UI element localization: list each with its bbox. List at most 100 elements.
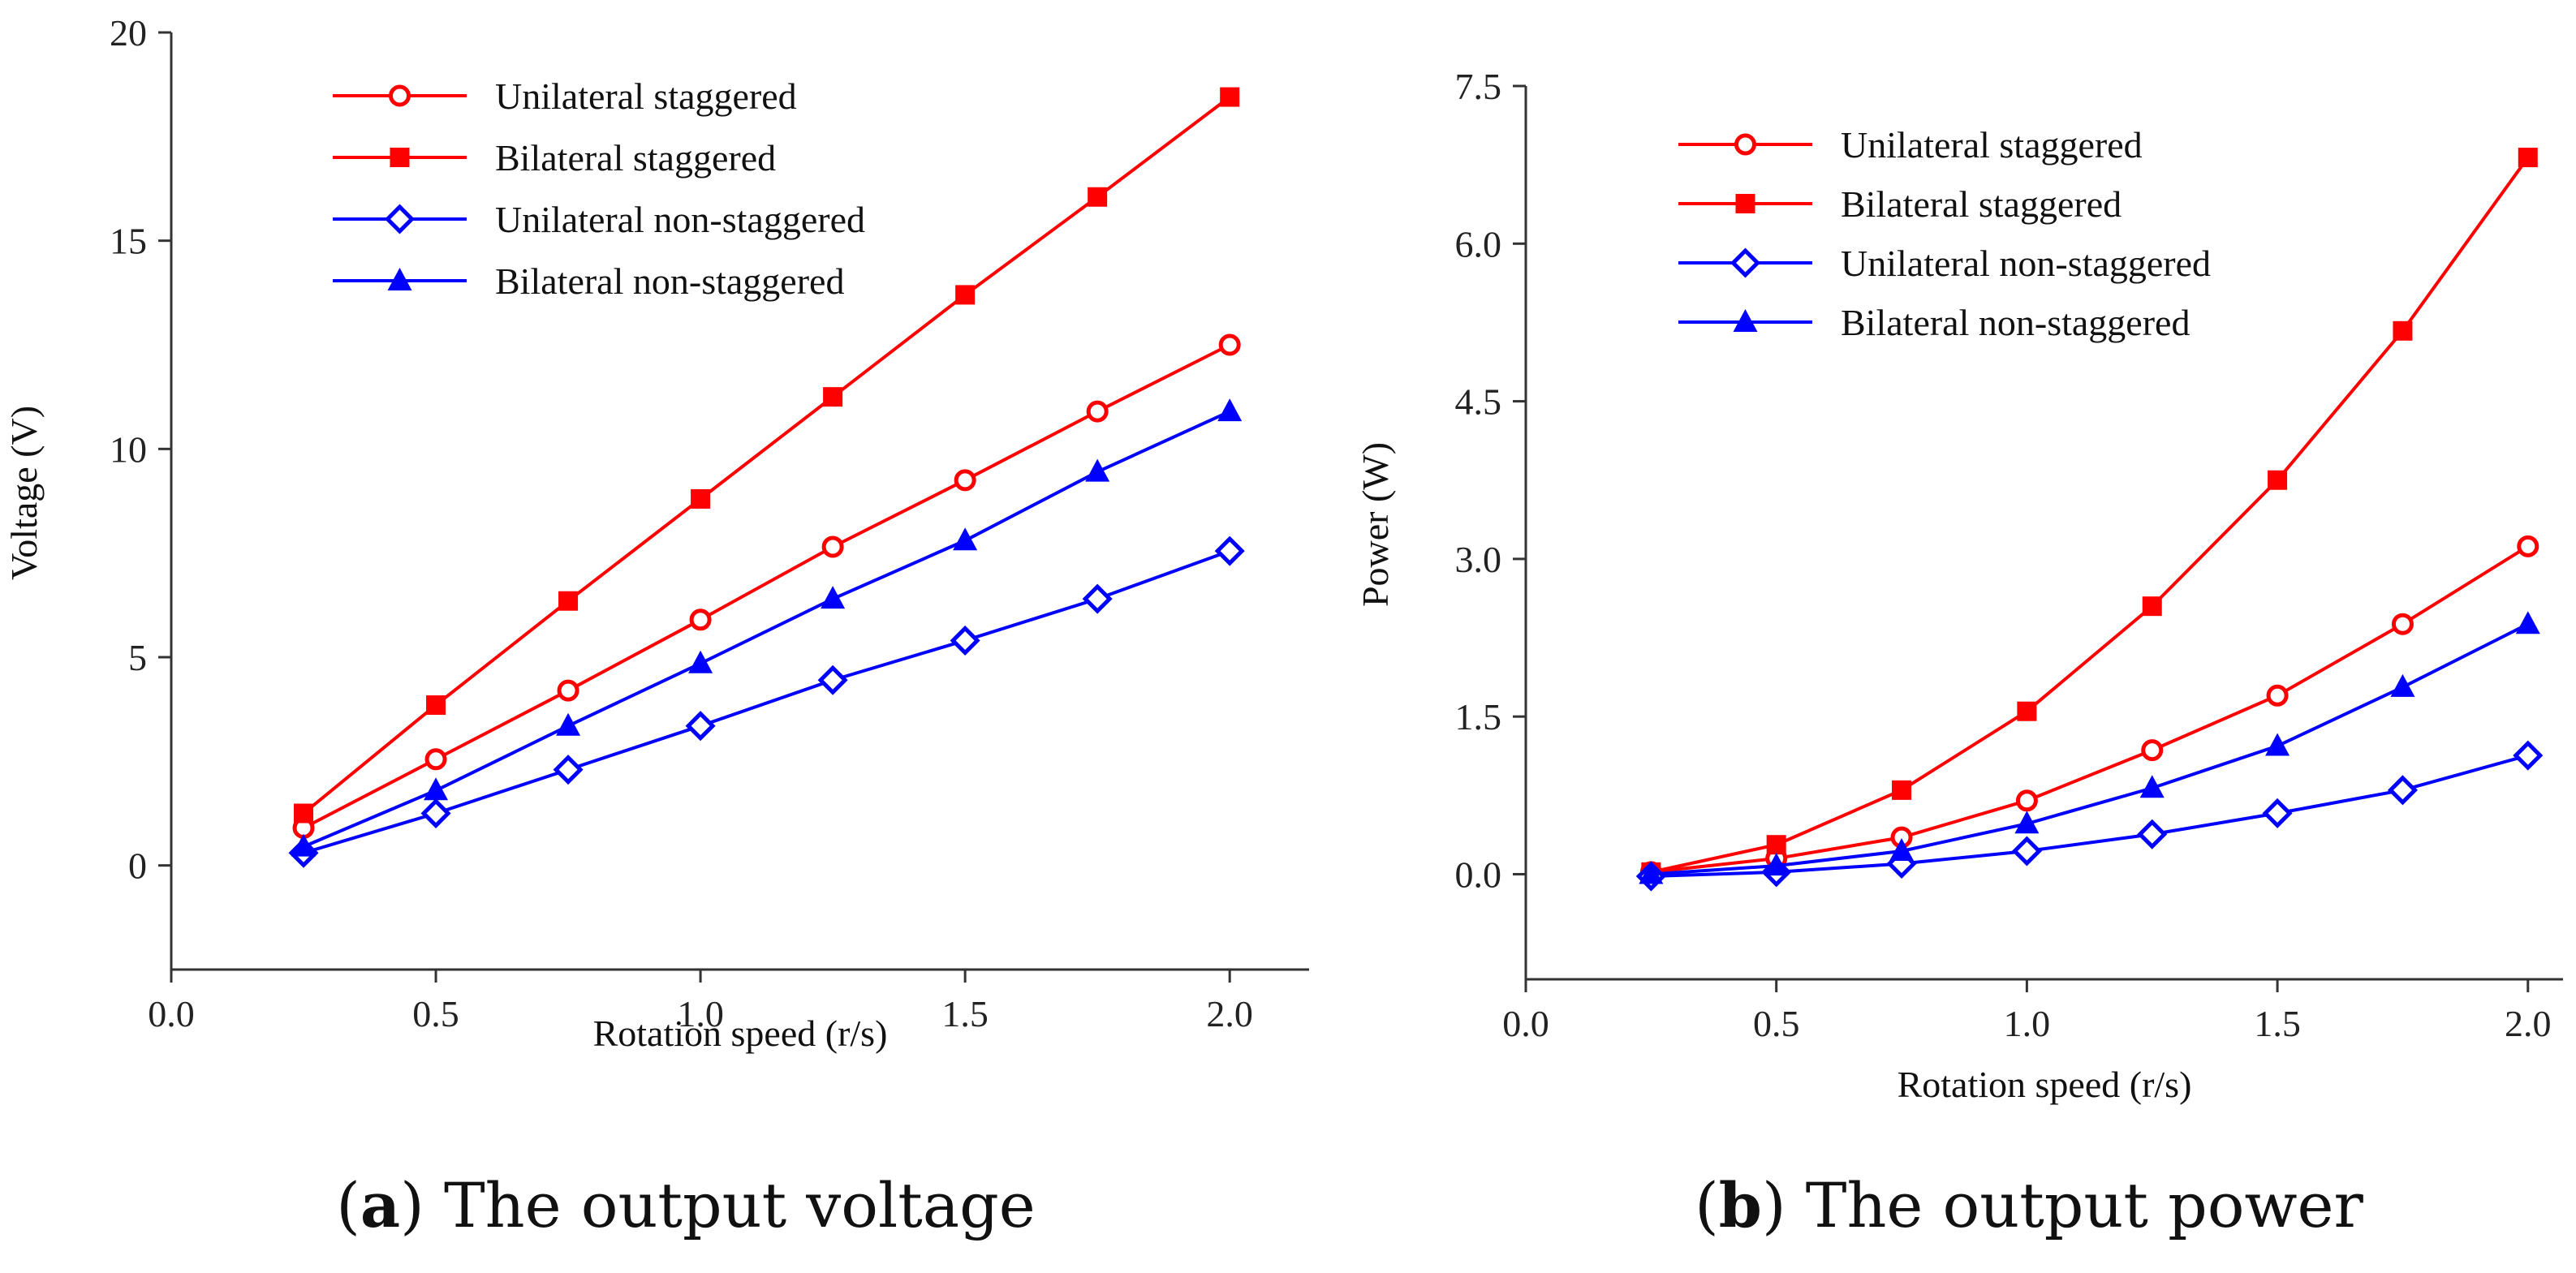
x-axis-title: Rotation speed (r/s): [1898, 1064, 2192, 1105]
data-point: [1639, 861, 1664, 884]
data-point: [2011, 836, 2042, 867]
y-tick-label: 7.5: [1455, 66, 1502, 107]
series-line: [1651, 622, 2529, 876]
y-tick-label: 20: [110, 12, 147, 54]
legend: Unilateral staggered Bilateral staggered U…: [1678, 124, 2211, 343]
y-tick-label: 0.0: [1455, 854, 1502, 895]
data-point: [2515, 611, 2540, 634]
data-point: [556, 712, 581, 736]
series-bilateral-non-staggered: [291, 398, 1243, 857]
data-point: [2017, 701, 2037, 721]
data-point: [2015, 789, 2038, 812]
data-point: [291, 833, 317, 857]
data-point: [688, 650, 713, 673]
data-point: [2142, 596, 2162, 617]
data-point: [950, 625, 980, 656]
series-line: [302, 95, 1231, 815]
data-point: [1088, 187, 1108, 207]
legend-marker: [1734, 133, 1756, 156]
data-point: [1214, 535, 1245, 566]
data-point: [420, 798, 451, 829]
data-point: [1217, 398, 1243, 422]
data-point: [821, 586, 846, 609]
panel-caption: (a) The output voltage: [336, 1169, 1036, 1241]
legend-label: Bilateral staggered: [1841, 183, 2122, 225]
data-point: [691, 488, 711, 509]
y-tick-label: 4.5: [1455, 381, 1502, 423]
series-unilateral-staggered: [292, 333, 1241, 839]
data-point: [557, 679, 579, 702]
x-tick-label: 1.5: [2254, 1003, 2301, 1044]
data-point: [2387, 775, 2418, 806]
caption-title: The output voltage: [444, 1169, 1036, 1241]
data-point: [424, 748, 447, 771]
data-point: [426, 695, 446, 716]
legend-marker: [1730, 247, 1761, 278]
legend-marker: [387, 268, 412, 290]
series-bilateral-non-staggered: [1639, 611, 2540, 884]
legend-label: Bilateral non-staggered: [1841, 302, 2190, 343]
data-point: [2517, 535, 2539, 557]
data-point: [823, 387, 843, 407]
data-point: [2137, 819, 2168, 849]
data-point: [2391, 613, 2414, 635]
series-bilateral-staggered: [1641, 148, 2538, 882]
legend-marker: [389, 84, 411, 107]
x-axis-title: Rotation speed (r/s): [593, 1013, 888, 1054]
caption-title: The output power: [1806, 1169, 2364, 1241]
caption-letter: b: [1719, 1169, 1762, 1241]
series-bilateral-staggered: [294, 87, 1240, 824]
x-tick-label: 0.5: [412, 993, 459, 1034]
y-tick-label: 0: [128, 845, 147, 887]
legend-label: Bilateral non-staggered: [495, 260, 844, 302]
data-point: [817, 664, 848, 695]
series-line: [303, 549, 1230, 855]
legend-marker: [384, 204, 416, 234]
data-point: [689, 609, 712, 631]
data-point: [954, 469, 976, 492]
series-line: [1651, 544, 2529, 874]
panel-caption: (b) The output power: [1695, 1169, 2363, 1241]
legend-label: Unilateral staggered: [1841, 124, 2143, 166]
y-tick-label: 6.0: [1455, 223, 1502, 264]
x-tick-label: 0.0: [148, 993, 195, 1034]
x-tick-label: 1.5: [941, 993, 989, 1034]
data-point: [821, 535, 844, 558]
data-point: [685, 711, 716, 742]
panel-b-power-chart: 0.0 0.5 1.0 1.5 2.0 0.0 1.5 3.0 4.5 6.0 7.5 Rotatio…: [1355, 66, 2563, 1241]
series-unilateral-non-staggered: [288, 535, 1245, 868]
data-point: [955, 285, 976, 305]
legend-marker: [390, 148, 410, 167]
x-tick-label: 1.0: [2004, 1003, 2051, 1044]
panel-a-voltage-chart: 0.0 0.5 1.0 1.5 2.0 0 5 10 15 20 Rotation speed (r…: [3, 12, 1309, 1241]
y-tick-label: 15: [110, 221, 147, 262]
data-point: [2141, 739, 2164, 762]
data-point: [1218, 333, 1241, 356]
series-line: [303, 410, 1231, 849]
series-line: [1651, 754, 2529, 879]
x-tick-label: 2.0: [2505, 1003, 2552, 1044]
data-point: [2266, 684, 2289, 707]
data-point: [1766, 835, 1786, 855]
legend-label: Unilateral non-staggered: [495, 199, 865, 240]
data-point: [424, 777, 449, 801]
legend-label: Unilateral non-staggered: [1841, 243, 2211, 284]
data-point: [2265, 733, 2290, 756]
data-point: [1220, 87, 1240, 107]
legend-label: Unilateral staggered: [495, 75, 797, 117]
data-point: [2513, 740, 2544, 771]
data-point: [1764, 853, 1789, 876]
series-unilateral-staggered: [1639, 535, 2539, 884]
data-point: [2390, 673, 2415, 697]
series-line: [1650, 156, 2530, 874]
data-point: [1889, 837, 1915, 861]
data-point: [2014, 811, 2040, 834]
caption-letter: a: [360, 1169, 400, 1241]
data-point: [294, 803, 314, 824]
data-point: [1086, 400, 1109, 423]
x-tick-label: 0.0: [1502, 1003, 1549, 1044]
y-tick-label: 5: [128, 637, 147, 678]
y-axis-title: Power (W): [1355, 442, 1396, 607]
data-point: [1082, 583, 1113, 614]
